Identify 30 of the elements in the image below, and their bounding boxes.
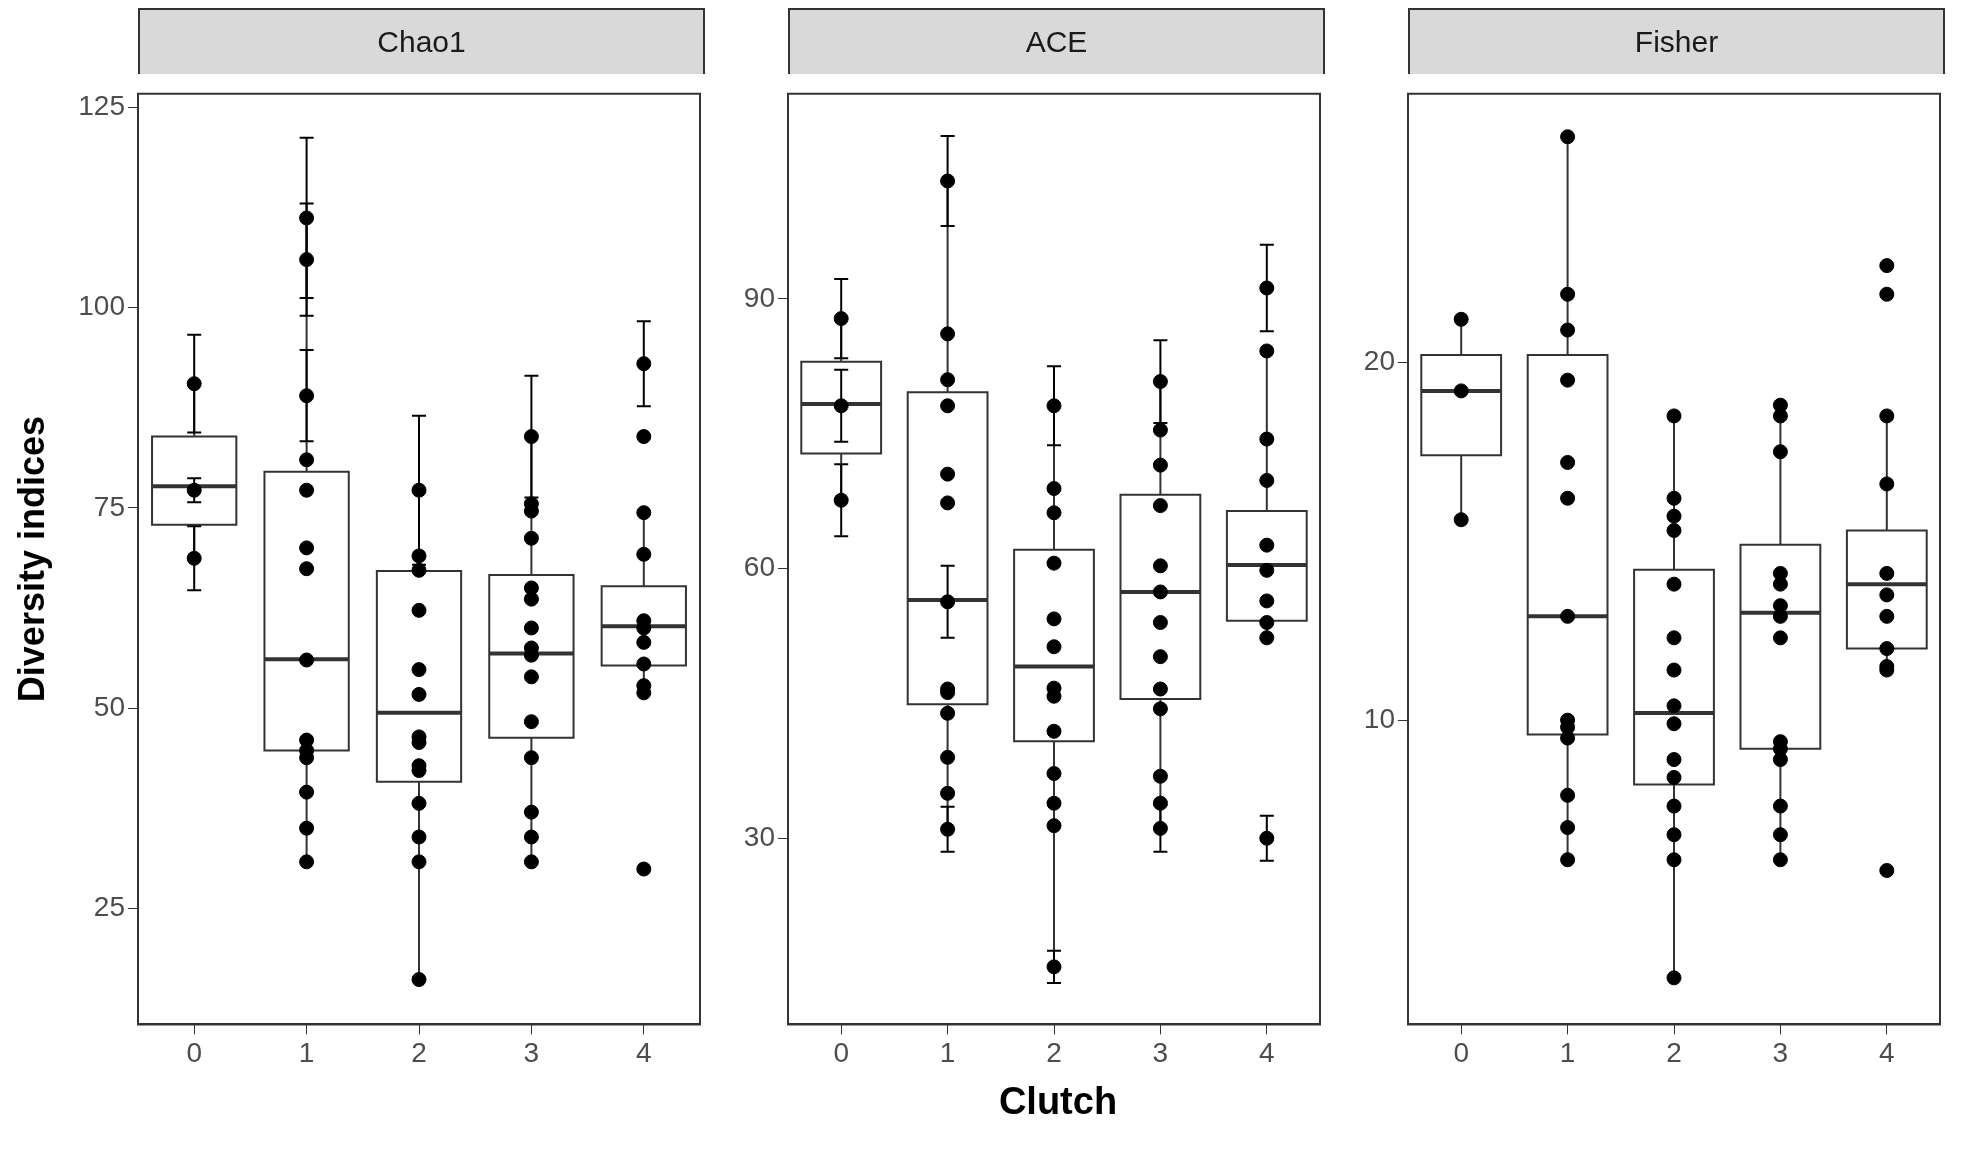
x-tick-label: 0 (833, 1036, 849, 1068)
y-tick-label: 100 (78, 290, 125, 322)
x-tick-label: 3 (523, 1036, 540, 1068)
chart-title: Fisher (1408, 8, 1945, 74)
x-tick-label: 2 (1046, 1036, 1062, 1068)
x-tick-label: 1 (939, 1036, 956, 1068)
chart-title: ACE (788, 8, 1325, 74)
y-tick-label: 50 (93, 690, 125, 722)
x-tick-label: 4 (636, 1036, 652, 1068)
x-tick-label: 1 (298, 1036, 315, 1068)
y-tick-label: 30 (743, 821, 775, 852)
x-tick-label: 2 (411, 1036, 427, 1068)
x-tick-label: 1 (1559, 1036, 1576, 1068)
y-tick-label: 90 (743, 281, 775, 313)
x-tick-label: 0 (1453, 1036, 1469, 1068)
x-tick-label: 3 (1152, 1036, 1169, 1068)
y-tick-label: 20 (1363, 344, 1395, 376)
y-axis-title: Diversity indices (10, 416, 52, 703)
y-tick-label: 25 (93, 890, 125, 922)
x-tick-label: 0 (186, 1036, 202, 1068)
x-tick-label: 4 (1879, 1036, 1895, 1068)
chart-title: Chao1 (138, 8, 705, 74)
x-tick-label: 3 (1772, 1036, 1789, 1068)
y-tick-label: 60 (743, 551, 775, 583)
y-tick-label: 125 (78, 90, 125, 122)
y-tick-label: 10 (1363, 702, 1395, 734)
y-tick-label: 75 (93, 490, 125, 522)
x-axis-title: Clutch (997, 1080, 1119, 1123)
x-tick-label: 4 (1259, 1036, 1275, 1068)
x-tick-label: 2 (1666, 1036, 1682, 1068)
